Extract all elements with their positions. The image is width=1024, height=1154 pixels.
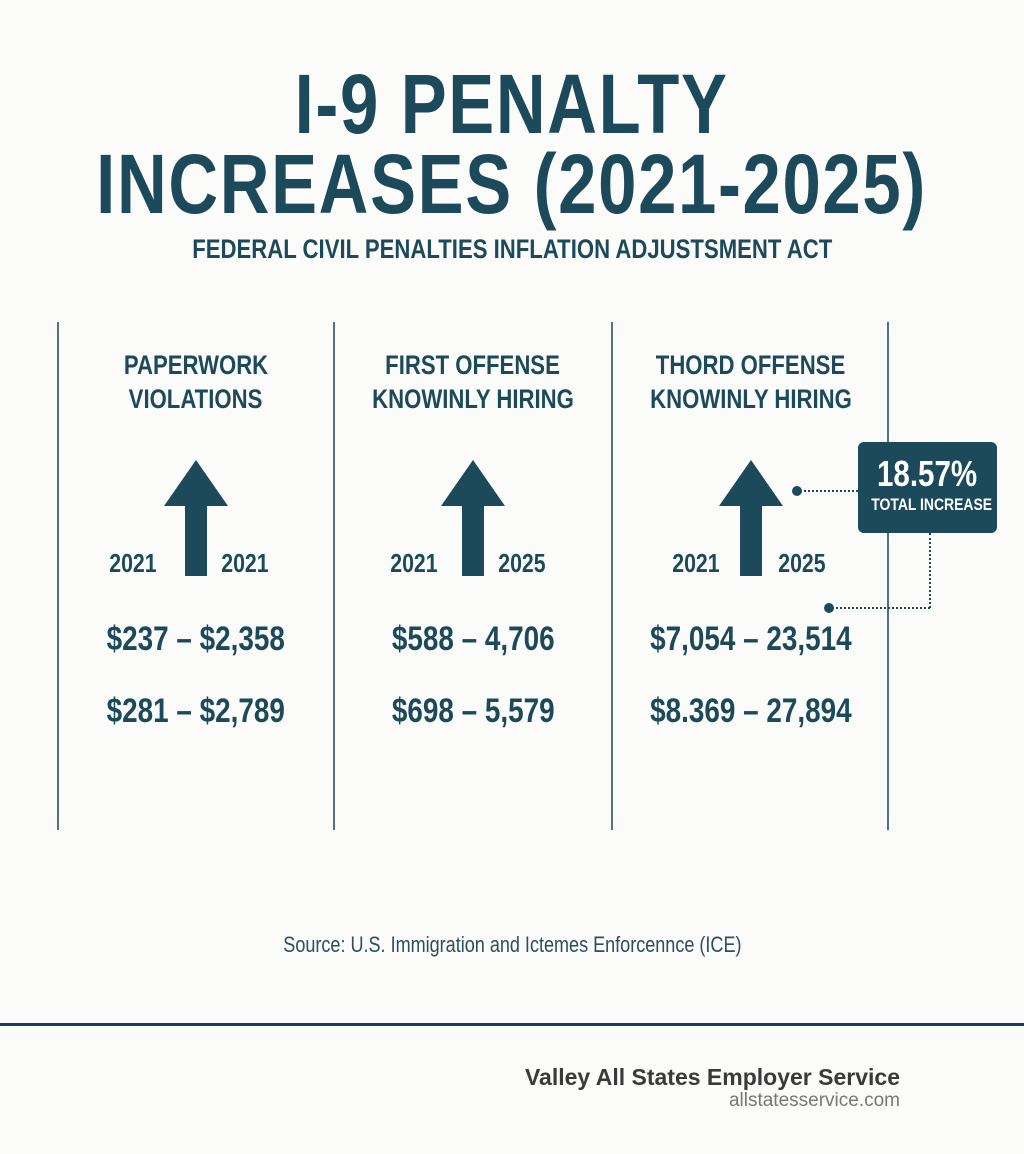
connector-dot: [792, 486, 802, 496]
footer-company: Valley All States Employer Service: [524, 1064, 900, 1090]
arrow-up-icon: [441, 460, 505, 576]
connector-line: [800, 490, 858, 492]
column-heading: FIRST OFFENSE KNOWINLY HIRING: [372, 350, 574, 414]
arrow-up-icon: [164, 460, 228, 576]
callout-value: 18.57%: [877, 453, 978, 494]
range-2021: $237 – $2,358: [106, 620, 286, 658]
year-right: 2021: [221, 548, 269, 578]
total-increase-callout: 18.57% TOTAL INCREASE: [858, 442, 997, 533]
range-2025: $281 – $2,789: [106, 692, 286, 730]
arrow-up-icon: [719, 460, 783, 576]
footer-rule: [0, 1023, 1024, 1026]
year-left: 2021: [109, 548, 157, 578]
column-divider: [611, 322, 613, 830]
year-left: 2021: [672, 548, 720, 578]
callout-label: TOTAL INCREASE: [871, 495, 993, 514]
subtitle: FEDERAL CIVIL PENALTIES INFLATION ADJUST…: [191, 234, 833, 264]
range-2021: $7,054 – 23,514: [650, 620, 852, 658]
year-left: 2021: [390, 548, 438, 578]
title-line-2: INCREASES (2021-2025): [96, 137, 928, 231]
footer-url[interactable]: allstatesservice.com: [728, 1090, 900, 1111]
range-2021: $588 – 4,706: [391, 620, 555, 658]
connector-line: [929, 533, 931, 608]
column-heading: PAPERWORK VIOLATIONS: [123, 350, 269, 414]
column-heading: THORD OFFENSE KNOWINLY HIRING: [650, 350, 852, 414]
year-right: 2025: [498, 548, 546, 578]
connector-line: [832, 607, 930, 609]
source-note: Source: U.S. Immigration and Ictemes Enf…: [282, 932, 742, 957]
column-divider: [333, 322, 335, 830]
year-right: 2025: [778, 548, 826, 578]
connector-dot: [824, 603, 834, 613]
range-2025: $698 – 5,579: [391, 692, 555, 730]
column-divider: [887, 322, 889, 830]
range-2025: $8.369 – 27,894: [650, 692, 852, 730]
title-line-1: I-9 PENALTY: [295, 57, 729, 151]
column-divider: [57, 322, 59, 830]
